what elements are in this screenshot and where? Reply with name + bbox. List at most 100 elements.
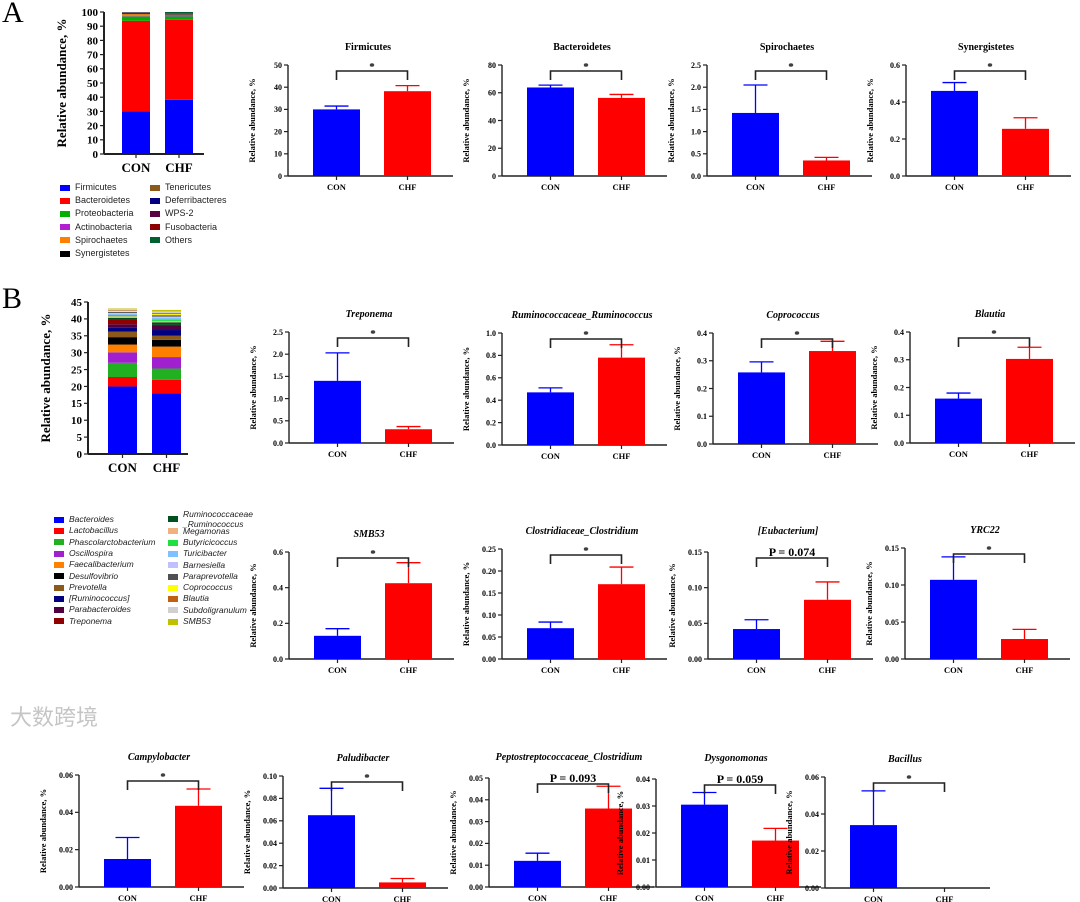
legend-item: Firmicutes bbox=[60, 182, 117, 192]
y-tick-label: 1.0 bbox=[273, 394, 283, 403]
stack-segment-blautia bbox=[108, 310, 137, 312]
y-tick-label: 20 bbox=[274, 127, 282, 136]
bar-chf bbox=[175, 805, 222, 887]
y-tick-label: 2.0 bbox=[273, 350, 283, 359]
y-tick-label: 0 bbox=[278, 172, 282, 181]
chart-coprococcus: 0.0 0.1 0.2 0.3 0.4 Relative abundance, % CON C… bbox=[672, 310, 878, 460]
legend-label: Deferribacteres bbox=[165, 195, 227, 206]
y-tick-label: 0.02 bbox=[636, 829, 650, 838]
y-tick-label: 0.0 bbox=[697, 440, 707, 449]
stack-segment-oscillospira bbox=[108, 352, 137, 363]
y-tick-label: 10 bbox=[274, 150, 282, 159]
x-tick-label: CON bbox=[746, 182, 766, 192]
legend-item: Subdoligranulum bbox=[168, 605, 247, 615]
legend-swatch bbox=[60, 250, 70, 257]
y-tick-label: 0 bbox=[93, 149, 99, 161]
legend-item: WPS-2 bbox=[150, 208, 194, 218]
stack-segment-megamonas bbox=[152, 320, 181, 323]
y-tick-label: 20 bbox=[71, 381, 83, 393]
chart-title: Coprococcus bbox=[766, 310, 819, 321]
y-tick-label: 60 bbox=[488, 89, 496, 98]
x-tick-label: CON bbox=[747, 665, 767, 675]
stack-segment-phascolarctobacterium bbox=[108, 362, 137, 377]
legend-label: Lactobacillus bbox=[69, 525, 119, 536]
x-tick-label: CHF bbox=[1017, 182, 1035, 192]
y-tick-label: 50 bbox=[274, 61, 282, 70]
chart-title: Ruminococcaceae_Ruminococcus bbox=[510, 310, 652, 321]
chart-title: Dysgonomonas bbox=[703, 753, 767, 764]
bar-chf bbox=[1001, 639, 1048, 659]
significance-label: * bbox=[987, 61, 993, 73]
y-tick-label: 40 bbox=[274, 83, 282, 92]
significance-bracket bbox=[336, 557, 410, 567]
y-tick-label: 0 bbox=[77, 449, 83, 461]
y-axis-label: Relative abundance, % bbox=[247, 78, 257, 162]
legend-swatch bbox=[150, 224, 160, 231]
x-tick-label: CHF bbox=[1021, 449, 1039, 459]
legend-item: SMB53 bbox=[168, 616, 211, 626]
y-tick-label: 0.0 bbox=[890, 172, 900, 181]
y-axis-label: Relative abundance, % bbox=[54, 19, 69, 148]
y-tick-label: 0.6 bbox=[486, 374, 496, 383]
legend-label: Firmicutes bbox=[75, 182, 117, 192]
stack-segment-butyricicoccus bbox=[152, 319, 181, 321]
legend-item: Proteobacteria bbox=[60, 208, 134, 218]
y-tick-label: 0.10 bbox=[885, 581, 899, 590]
legend-item: Others bbox=[150, 235, 192, 245]
x-tick-label: CHF bbox=[394, 894, 412, 902]
legend-swatch bbox=[150, 184, 160, 191]
y-tick-label: 0.08 bbox=[263, 794, 277, 803]
y-tick-label: 0.2 bbox=[894, 383, 904, 392]
y-tick-label: 20 bbox=[488, 144, 496, 153]
y-tick-label: 90 bbox=[87, 21, 99, 33]
y-tick-label: 30 bbox=[71, 348, 83, 360]
legend-label: Bacteroidetes bbox=[75, 195, 131, 206]
legend-swatch bbox=[60, 237, 70, 244]
legend-swatch bbox=[168, 596, 178, 603]
y-tick-label: 0.2 bbox=[697, 384, 707, 393]
y-tick-label: 1.5 bbox=[691, 105, 701, 114]
chart-title: [Eubacterium] bbox=[758, 526, 819, 537]
stack-segment-ruminococcaceae-ruminococcus bbox=[152, 322, 181, 325]
y-tick-label: 100 bbox=[82, 7, 99, 19]
legend-label: Spirochaetes bbox=[75, 234, 128, 245]
y-tick-label: 0.02 bbox=[805, 847, 819, 856]
y-axis-label: Relative abundance, % bbox=[242, 790, 252, 874]
x-tick-label: CHF bbox=[613, 182, 631, 192]
y-tick-label: 0.2 bbox=[273, 619, 283, 628]
y-axis-label: Relative abundance, % bbox=[461, 78, 471, 162]
legend-swatch bbox=[54, 607, 64, 614]
y-tick-label: 5 bbox=[77, 432, 83, 444]
chart-B-stack: 0 5 10 15 20 25 30 35 40 45 Relative abundance, % C… bbox=[38, 297, 188, 475]
legend-label: Blautia bbox=[183, 593, 209, 604]
stack-segment-prevotella bbox=[152, 335, 181, 340]
y-tick-label: 40 bbox=[71, 314, 83, 326]
legend-item: Bacteroides bbox=[54, 514, 114, 524]
x-tick-label: CHF bbox=[613, 665, 631, 675]
y-tick-label: 2.5 bbox=[273, 328, 283, 337]
y-tick-label: 0.01 bbox=[636, 856, 650, 865]
y-tick-label: 0.00 bbox=[805, 884, 819, 893]
bar-con bbox=[313, 109, 360, 176]
y-tick-label: 0.6 bbox=[890, 61, 900, 70]
legend-item: Faecalibacterium bbox=[54, 559, 134, 569]
bar-con bbox=[314, 380, 361, 443]
significance-bracket bbox=[330, 781, 404, 791]
chart-title: Firmicutes bbox=[345, 42, 391, 53]
chart-eubacterium: 0.00 0.05 0.10 0.15 Relative abundance, % CON… bbox=[667, 526, 873, 675]
y-axis-label: Relative abundance, % bbox=[865, 78, 875, 162]
y-tick-label: 2.0 bbox=[691, 83, 701, 92]
y-tick-label: 0.1 bbox=[697, 412, 707, 421]
legend-item: Megamonas bbox=[168, 526, 230, 536]
chart-title: Peptostreptococcaceae_Clostridium bbox=[496, 752, 643, 763]
legend-swatch bbox=[54, 561, 64, 568]
bar-con bbox=[308, 815, 355, 888]
legend-label: Megamonas bbox=[183, 525, 230, 536]
y-tick-label: 0.15 bbox=[885, 544, 899, 553]
x-tick-label: CON bbox=[118, 893, 138, 902]
legend-swatch bbox=[54, 539, 64, 546]
panel-label-b: B bbox=[2, 282, 23, 315]
legend-item: Synergistetes bbox=[60, 248, 130, 258]
chart-treponema: 0.0 0.5 1.0 1.5 2.0 2.5 Relative abundance, % C… bbox=[248, 309, 454, 459]
stack-segment-megamonas bbox=[108, 316, 137, 318]
